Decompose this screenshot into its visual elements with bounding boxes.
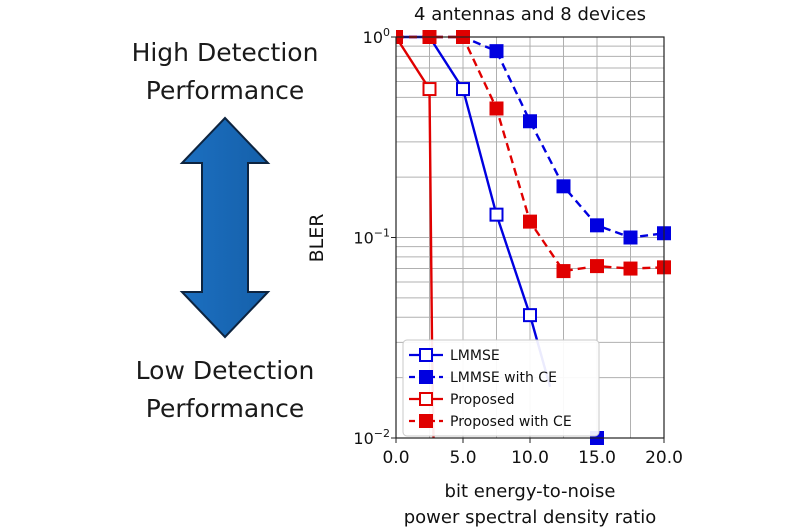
legend-label: Proposed with CE (450, 414, 572, 430)
y-axis-label: BLER (306, 214, 328, 263)
data-point (422, 82, 437, 97)
legend-marker (419, 392, 433, 406)
data-point (523, 214, 537, 229)
x-axis-label-line2: power spectral density ratio (404, 507, 657, 528)
legend-marker (419, 414, 433, 428)
data-point (456, 82, 470, 97)
y-tick-label: 10−1 (353, 227, 390, 248)
x-tick-label: 0.0 (382, 448, 409, 468)
legend-item: Proposed with CE (409, 414, 572, 430)
data-point (623, 261, 638, 276)
data-point (523, 308, 537, 323)
double-arrow-icon (179, 116, 271, 339)
high-performance-label: High Detection Performance (95, 34, 355, 110)
legend-label: Proposed (450, 392, 514, 408)
legend: LMMSE LMMSE with CE Proposed Proposed with … (402, 339, 600, 437)
legend-label: LMMSE (450, 348, 500, 364)
legend-item: LMMSE with CE (409, 370, 557, 386)
y-tick-label: 100 (363, 26, 390, 47)
data-point (590, 218, 604, 233)
low-performance-line2: Performance (145, 394, 305, 423)
legend-label: LMMSE with CE (450, 370, 557, 386)
x-tick-label: 10.0 (511, 448, 549, 468)
legend-marker (419, 348, 433, 362)
legend-item: Proposed (409, 392, 514, 408)
chart-title: 4 antennas and 8 devices (414, 4, 646, 25)
data-point (623, 230, 638, 245)
data-point (489, 101, 504, 116)
data-point (590, 259, 604, 274)
y-tick-label: 10−2 (353, 427, 390, 448)
low-performance-line1: Low Detection (135, 356, 315, 385)
x-tick-label: 15.0 (578, 448, 616, 468)
legend-box (402, 339, 600, 437)
x-tick-label: 5.0 (449, 448, 476, 468)
high-performance-line2: Performance (145, 76, 305, 105)
data-point (556, 264, 571, 279)
axis-ticks: 0.0 5.0 10.0 15.0 20.0 100 10−1 10−2 (353, 26, 683, 468)
data-point (489, 44, 504, 59)
low-performance-label: Low Detection Performance (95, 352, 355, 428)
legend-marker (419, 370, 433, 384)
x-axis-label-line1: bit energy-to-noise (445, 481, 616, 502)
data-point (489, 207, 504, 222)
high-performance-line1: High Detection (131, 38, 319, 67)
data-point (523, 114, 537, 129)
data-point (556, 179, 571, 194)
plot-frame (395, 36, 665, 439)
legend-item: LMMSE (409, 348, 500, 364)
x-tick-label: 20.0 (645, 448, 683, 468)
